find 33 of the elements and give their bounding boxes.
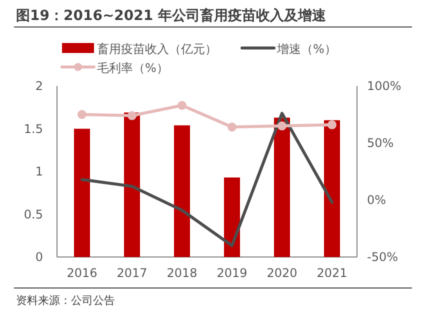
x-tick-label: 2021 bbox=[316, 266, 348, 280]
point bbox=[128, 111, 136, 120]
legend-label: 毛利率（%） bbox=[97, 61, 168, 75]
y-tick-label: 2 bbox=[35, 79, 43, 93]
y2-tick-label: 100% bbox=[367, 79, 402, 93]
line-series bbox=[80, 112, 334, 248]
point bbox=[278, 121, 286, 130]
point bbox=[328, 120, 336, 130]
y-tick-label: 0.5 bbox=[24, 207, 43, 222]
bar bbox=[124, 112, 140, 257]
legend-label: 畜用疫苗收入（亿元） bbox=[97, 42, 217, 56]
y2-tick-label: -50% bbox=[367, 250, 398, 264]
y2-tick-label: 0% bbox=[367, 193, 386, 207]
bar bbox=[174, 125, 190, 257]
y-tick-label: 1 bbox=[35, 164, 43, 178]
y-tick-label: 1.5 bbox=[24, 122, 43, 136]
chart-title: 图19：2016~2021 年公司畜用疫苗收入及增速 bbox=[16, 7, 328, 24]
x-tick-label: 2017 bbox=[116, 266, 148, 280]
x-tick-label: 2018 bbox=[166, 266, 198, 280]
x-tick-label: 2019 bbox=[216, 266, 248, 280]
bar bbox=[274, 118, 290, 257]
point bbox=[78, 110, 86, 119]
legend-label: 增速（%） bbox=[276, 42, 336, 56]
bar bbox=[324, 120, 340, 257]
x-tick-label: 2016 bbox=[66, 266, 98, 280]
point bbox=[178, 100, 186, 110]
bar bbox=[74, 128, 90, 257]
text: 资料来源：公司公告 bbox=[16, 294, 115, 307]
x-tick-label: 2020 bbox=[266, 266, 298, 280]
y-tick-label: 0 bbox=[35, 250, 43, 264]
point bbox=[228, 122, 236, 132]
bar bbox=[224, 177, 240, 257]
y2-tick-label: 50% bbox=[367, 136, 394, 150]
